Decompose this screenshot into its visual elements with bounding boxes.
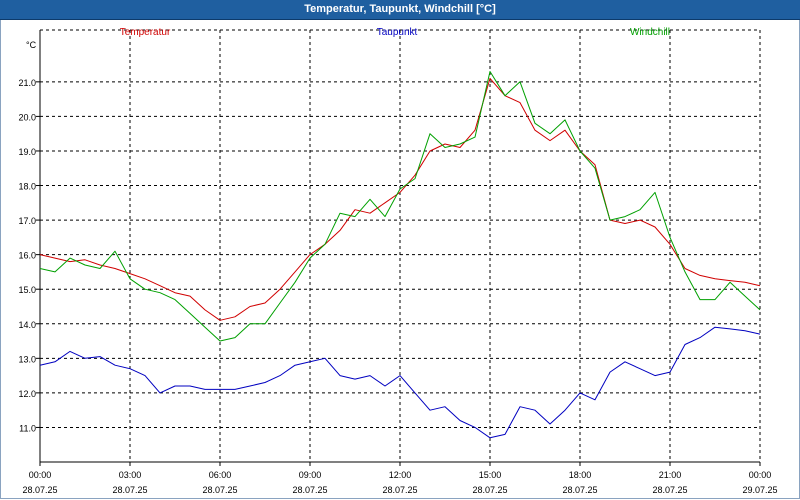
legend-windchill: Windchill xyxy=(630,27,670,38)
legend-temperatur: Temperatur xyxy=(120,27,171,38)
x-tick-date-label: 28.07.25 xyxy=(112,485,147,495)
y-tick-label: 11.0 xyxy=(19,423,36,433)
x-tick-date-label: 28.07.25 xyxy=(652,485,687,495)
x-tick-time-label: 06:00 xyxy=(209,470,232,480)
x-tick-time-label: 00:00 xyxy=(29,470,52,480)
x-tick-time-label: 00:00 xyxy=(749,470,772,480)
x-tick-time-label: 03:00 xyxy=(119,470,142,480)
y-tick-label: 13.0 xyxy=(18,354,36,364)
x-tick-time-label: 21:00 xyxy=(659,470,682,480)
legend: Temperatur Taupunkt Windchill xyxy=(120,27,670,38)
window-title: Temperatur, Taupunkt, Windchill [°C] xyxy=(304,3,496,15)
y-tick-label: 20.0 xyxy=(18,112,36,122)
series-windchill xyxy=(39,71,761,342)
y-tick-label: 14.0 xyxy=(18,320,36,330)
x-tick-date-label: 28.07.25 xyxy=(202,485,237,495)
y-axis-unit-label: °C xyxy=(26,40,37,50)
series-temperatur xyxy=(39,77,761,321)
window-title-bar: Temperatur, Taupunkt, Windchill [°C] xyxy=(0,0,800,20)
axes: 11.0 12.0 13.0 14.0 15.0 16.0 17.0 18.0 19.0 20.0… xyxy=(18,30,778,495)
x-tick-date-label: 28.07.25 xyxy=(562,485,597,495)
y-tick-label: 19.0 xyxy=(18,147,36,157)
x-tick-time-label: 12:00 xyxy=(389,470,412,480)
x-tick-date-label: 28.07.25 xyxy=(382,485,417,495)
legend-taupunkt: Taupunkt xyxy=(377,27,418,38)
y-tick-label: 17.0 xyxy=(18,216,36,226)
y-tick-label: 16.0 xyxy=(18,251,36,261)
series-lines xyxy=(39,71,761,439)
y-tick-label: 15.0 xyxy=(18,285,36,295)
x-tick-time-label: 09:00 xyxy=(299,470,322,480)
y-tick-label: 12.0 xyxy=(18,389,36,399)
x-tick-date-label: 29.07.25 xyxy=(742,485,777,495)
x-tick-date-label: 28.07.25 xyxy=(22,485,57,495)
x-tick-date-label: 28.07.25 xyxy=(292,485,327,495)
y-tick-label: 21.0 xyxy=(18,78,36,88)
y-tick-label: 18.0 xyxy=(18,182,36,192)
x-tick-time-label: 18:00 xyxy=(569,470,592,480)
x-tick-date-label: 28.07.25 xyxy=(472,485,507,495)
x-tick-time-label: 15:00 xyxy=(479,470,502,480)
series-taupunkt xyxy=(39,326,761,439)
grid xyxy=(40,29,761,462)
